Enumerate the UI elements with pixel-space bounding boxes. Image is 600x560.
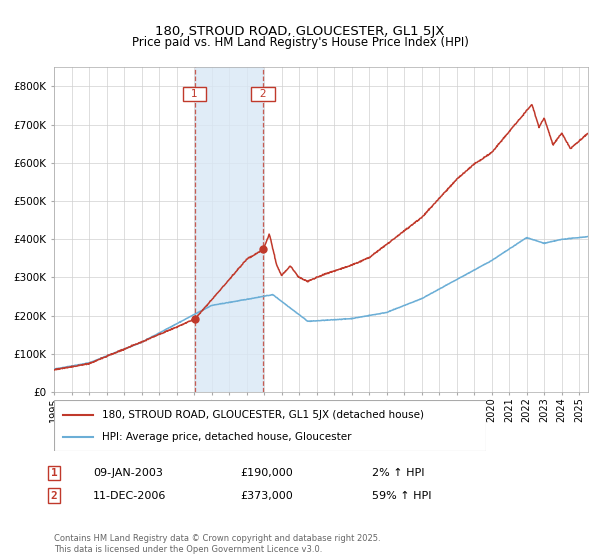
Text: 180, STROUD ROAD, GLOUCESTER, GL1 5JX: 180, STROUD ROAD, GLOUCESTER, GL1 5JX [155,25,445,38]
FancyBboxPatch shape [54,400,486,451]
Text: HPI: Average price, detached house, Gloucester: HPI: Average price, detached house, Glou… [101,432,351,442]
Text: £190,000: £190,000 [240,468,293,478]
Text: 180, STROUD ROAD, GLOUCESTER, GL1 5JX (detached house): 180, STROUD ROAD, GLOUCESTER, GL1 5JX (d… [101,409,424,419]
Text: Contains HM Land Registry data © Crown copyright and database right 2025.
This d: Contains HM Land Registry data © Crown c… [54,534,380,554]
Bar [194,67,263,392]
Text: £373,000: £373,000 [240,491,293,501]
Text: 59% ↑ HPI: 59% ↑ HPI [372,491,431,501]
Text: 11-DEC-2006: 11-DEC-2006 [93,491,166,501]
Text: 2: 2 [50,491,58,501]
Text: 09-JAN-2003: 09-JAN-2003 [93,468,163,478]
Text: 2% ↑ HPI: 2% ↑ HPI [372,468,425,478]
Text: 1: 1 [184,89,205,99]
Text: 2: 2 [253,89,274,99]
Text: Price paid vs. HM Land Registry's House Price Index (HPI): Price paid vs. HM Land Registry's House … [131,36,469,49]
Text: 1: 1 [50,468,58,478]
